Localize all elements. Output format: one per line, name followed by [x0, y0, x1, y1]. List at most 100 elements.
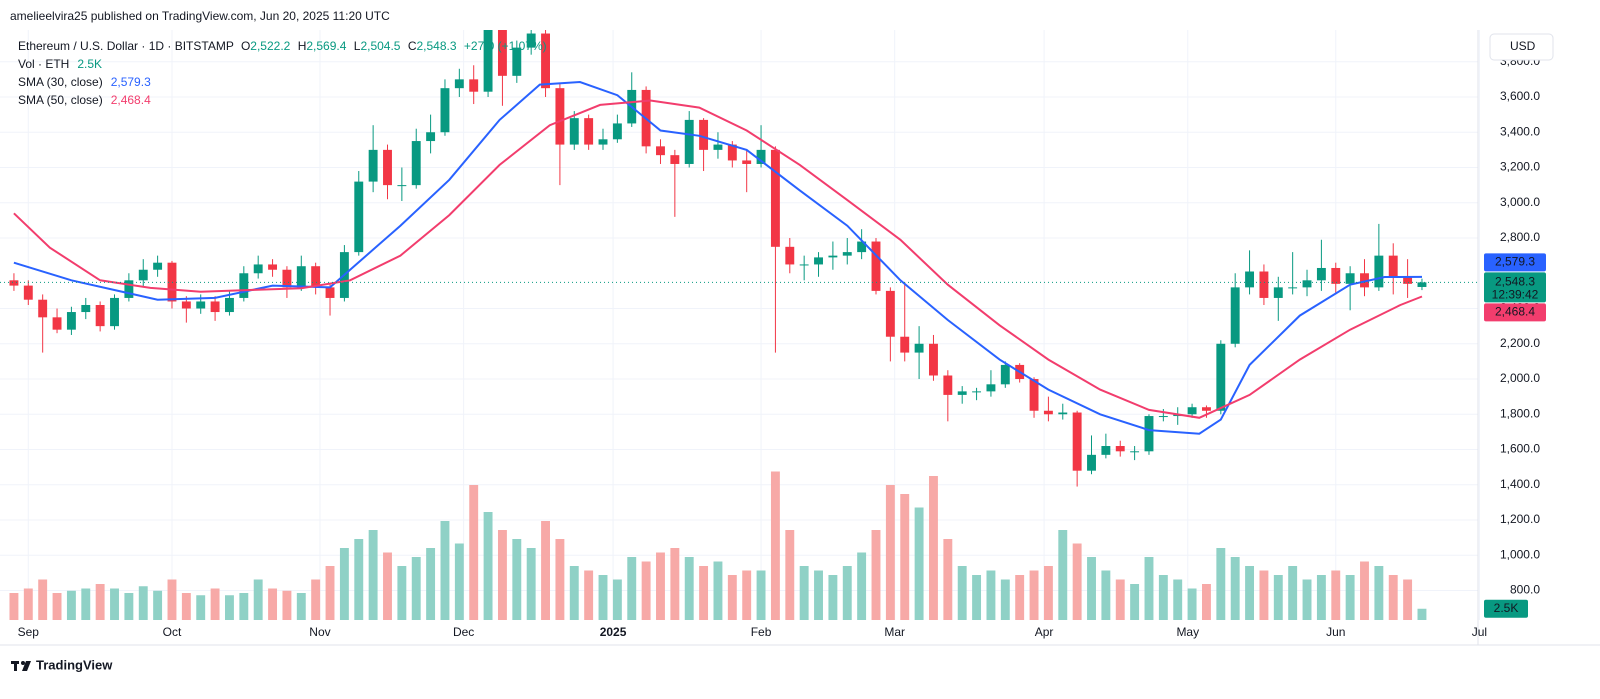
candle-body — [598, 139, 608, 145]
volume-bar — [282, 590, 292, 620]
candle-body — [957, 391, 967, 395]
logo-shape — [14, 661, 17, 671]
candle-body — [1316, 267, 1326, 281]
volume-bar — [1173, 579, 1183, 620]
volume-bar — [1316, 575, 1326, 620]
x-tick-label: Nov — [309, 625, 330, 639]
volume-bar — [296, 593, 306, 620]
y-tick-label: 1,600.0 — [1500, 442, 1540, 456]
candle-body — [1288, 287, 1298, 289]
sma50-name: SMA (50, close) — [18, 93, 103, 107]
candle-body — [871, 241, 881, 291]
volume-bar — [1374, 566, 1384, 620]
candle-body — [1417, 282, 1427, 287]
candle-body — [325, 287, 335, 298]
candle-body — [929, 343, 938, 376]
candle-body — [1345, 273, 1355, 284]
sma30-name: SMA (30, close) — [18, 75, 103, 89]
candle-body — [1273, 287, 1283, 298]
volume-bar — [38, 579, 48, 620]
candle-body — [785, 246, 795, 265]
volume-bar — [1087, 557, 1096, 620]
candle-body — [426, 132, 436, 142]
volume-bar — [1187, 588, 1197, 620]
volume-bar — [1302, 579, 1312, 620]
y-tick-label: 2,000.0 — [1500, 371, 1540, 385]
candle-body — [1259, 271, 1269, 298]
x-tick-label: May — [1176, 625, 1199, 639]
candle-body — [742, 160, 752, 164]
x-tick-label: Jul — [1472, 625, 1487, 639]
volume-bar — [1058, 530, 1068, 620]
candle-body — [383, 149, 392, 186]
volume-bar — [828, 575, 838, 620]
volume-bar — [756, 570, 766, 620]
candle-body — [814, 257, 823, 265]
volume-bar — [943, 539, 953, 620]
volume-bar — [1015, 575, 1025, 620]
logo-shape — [21, 661, 25, 665]
sma30-value: 2,579.3 — [111, 75, 151, 89]
volume-bar — [555, 539, 565, 620]
candle-body — [1245, 271, 1255, 288]
volume-bar — [1130, 584, 1140, 620]
candle-body — [167, 262, 177, 302]
volume-bar — [138, 586, 148, 620]
volume-bar — [627, 557, 637, 620]
candle-body — [1130, 451, 1140, 453]
close: 2,548.3 — [417, 39, 457, 53]
candle-body — [311, 266, 321, 288]
currency-button[interactable] — [1489, 33, 1554, 61]
candle-body — [1158, 416, 1168, 418]
candle-body — [239, 273, 249, 298]
candle-body — [612, 123, 622, 140]
plot-area — [0, 30, 1478, 620]
low-key: L — [354, 39, 361, 53]
volume-bar — [541, 521, 550, 620]
candle-body — [124, 280, 134, 298]
volume-bar — [153, 590, 163, 620]
volume-bar — [885, 485, 895, 620]
y-tick-label: 3,000.0 — [1500, 195, 1540, 209]
y-tick-label: 800.0 — [1510, 583, 1540, 597]
volume-bar — [713, 561, 723, 620]
candle-body — [656, 146, 665, 156]
volume-bar — [497, 530, 507, 620]
candle-body — [497, 30, 507, 76]
volume-bar — [1259, 570, 1269, 620]
volume-bar — [1388, 575, 1398, 620]
candle-body — [584, 118, 594, 145]
candle-body — [857, 241, 867, 253]
candle-body — [1216, 343, 1226, 411]
volume-bar — [871, 530, 881, 620]
candle-body — [440, 88, 450, 133]
currency[interactable]: USD — [1510, 39, 1536, 53]
candle-body — [411, 141, 421, 186]
candle-body — [684, 119, 694, 164]
candle-body — [81, 304, 91, 313]
volume-bar — [397, 566, 407, 620]
candle-body — [555, 88, 565, 145]
open: 2,522.2 — [250, 39, 290, 53]
y-tick-label: 2,800.0 — [1500, 230, 1540, 244]
candle-body — [670, 155, 680, 164]
x-tick-label: Sep — [18, 625, 40, 639]
volume-bar — [598, 575, 608, 620]
volume-bar — [110, 588, 119, 620]
volume-tag — [1484, 599, 1528, 618]
candle-body — [799, 264, 809, 266]
sma30-legend: SMA (30, close) 2,579.3 — [18, 75, 151, 89]
volume-bar — [1288, 566, 1298, 620]
volume-bar — [641, 561, 651, 620]
candle-body — [699, 119, 709, 150]
y-tick-label: 3,600.0 — [1500, 89, 1540, 103]
x-tick-label: Jun — [1326, 625, 1345, 639]
volume-bar — [383, 552, 392, 620]
legend-line: Ethereum / U.S. Dollar · 1D · BITSTAMP O… — [18, 39, 547, 53]
candle-body — [541, 33, 550, 89]
volume-bar — [857, 552, 867, 620]
x-tick-label: 2025 — [600, 625, 627, 639]
candle-body — [469, 79, 479, 92]
candle-body — [569, 118, 579, 145]
volume-bar — [1101, 570, 1111, 620]
